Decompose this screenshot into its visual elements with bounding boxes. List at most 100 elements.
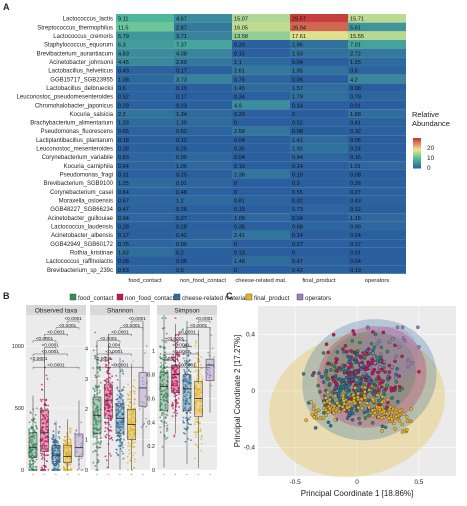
heatmap-row-label: Acinetobacter_johnsonii: [49, 60, 113, 66]
jitter-point: [133, 403, 136, 406]
heatmap-cell-value: 1.01: [350, 164, 361, 170]
pcoa-point: [348, 364, 353, 369]
jitter-point: [162, 378, 165, 381]
legend-key: [116, 293, 124, 301]
jitter-point: [174, 317, 177, 319]
jitter-point: [105, 382, 108, 385]
heatmap-cell: [116, 152, 174, 162]
jitter-point: [133, 392, 136, 395]
legend-gradient-step: [413, 165, 421, 167]
jitter-point: [41, 427, 44, 430]
heatmap-cell: [290, 256, 348, 266]
legend-title: Abundance: [412, 119, 450, 128]
jitter-point: [67, 450, 70, 453]
heatmap-cell-value: 0.38: [118, 147, 129, 153]
jitter-point: [69, 459, 72, 461]
jitter-point: [122, 438, 125, 441]
legend-gradient-step: [413, 151, 421, 153]
jitter-point: [34, 451, 37, 454]
heatmap-row-label: Corynebacterium_variabile: [42, 155, 114, 161]
x-tick-mark: -: [55, 472, 57, 478]
jitter-point: [196, 417, 199, 420]
legend-gradient-step: [413, 147, 421, 149]
significance-bracket: [131, 320, 144, 323]
jitter-point: [44, 399, 47, 402]
heatmap-cell: [174, 22, 232, 32]
pcoa-point: [343, 344, 348, 348]
pcoa-point: [318, 390, 322, 394]
jitter-point: [94, 376, 97, 379]
jitter-point: [111, 375, 113, 378]
heatmap-cell-value: 15.55: [350, 34, 364, 40]
jitter-point: [104, 426, 107, 429]
pcoa-point: [379, 345, 384, 350]
jitter-point: [105, 364, 108, 367]
jitter-point: [172, 407, 174, 410]
jitter-point: [184, 344, 187, 347]
jitter-point: [35, 465, 38, 468]
legend-gradient-step: [413, 159, 421, 161]
heatmap-cell: [116, 239, 174, 248]
jitter-point: [98, 428, 101, 431]
box: [28, 432, 38, 458]
jitter-point: [199, 391, 202, 394]
jitter-point: [56, 469, 59, 471]
jitter-point: [163, 389, 165, 392]
jitter-point: [162, 382, 165, 385]
heatmap-cell-value: 5.61: [350, 25, 361, 31]
x-tick-mark: -: [209, 472, 211, 478]
pcoa-point: [367, 413, 371, 418]
jitter-point: [166, 370, 168, 372]
jitter-point: [171, 401, 174, 404]
jitter-point: [42, 418, 45, 420]
significance-label: <0.0001: [106, 349, 124, 355]
jitter-point: [172, 404, 175, 407]
jitter-point: [109, 415, 112, 418]
pcoa-point: [380, 400, 384, 404]
jitter-point: [210, 384, 213, 387]
jitter-point: [106, 466, 109, 469]
heatmap-cell-value: 0: [234, 242, 237, 248]
facet-strip: [157, 305, 217, 315]
jitter-point: [127, 417, 130, 420]
heatmap-cell-value: 1.2: [176, 199, 184, 205]
jitter-point: [132, 385, 135, 388]
legend-gradient-step: [413, 142, 421, 144]
jitter-point: [161, 445, 164, 448]
heatmap-cell: [232, 31, 290, 40]
heatmap-cell-value: 0.31: [118, 173, 129, 179]
jitter-point: [159, 355, 161, 358]
legend-gradient-step: [413, 141, 421, 143]
pcoa-point: [324, 396, 328, 400]
heatmap-row-label: Lactococcus_raffinolactis: [46, 259, 113, 265]
jitter-point: [39, 398, 42, 401]
heatmap-cell: [232, 256, 290, 266]
jitter-point: [32, 420, 35, 423]
heatmap-cell: [232, 178, 290, 188]
jitter-point: [164, 438, 167, 440]
pcoa-point: [331, 333, 336, 337]
pcoa-point: [347, 400, 352, 404]
heatmap-cell: [174, 152, 232, 162]
jitter-point: [163, 393, 166, 396]
jitter-point: [133, 429, 136, 432]
jitter-point: [133, 398, 136, 401]
jitter-point: [116, 421, 118, 423]
jitter-point: [140, 426, 143, 429]
pcoa-point: [335, 369, 339, 373]
heatmap-row-label: GGB42949_SGB60172: [50, 242, 113, 248]
pcoa-point: [367, 405, 371, 410]
jitter-point: [195, 404, 198, 406]
jitter-point: [121, 370, 124, 373]
heatmap-cell: [232, 65, 290, 75]
pcoa-point: [326, 377, 330, 381]
pcoa-point: [340, 404, 345, 409]
pcoa-point: [338, 388, 343, 392]
heatmap-cell-value: 0.35: [234, 147, 245, 153]
jitter-point: [119, 405, 122, 408]
jitter-point: [199, 373, 201, 376]
jitter-point: [164, 351, 167, 354]
jitter-point: [128, 443, 131, 445]
jitter-point: [184, 408, 187, 410]
jitter-point: [175, 398, 178, 401]
